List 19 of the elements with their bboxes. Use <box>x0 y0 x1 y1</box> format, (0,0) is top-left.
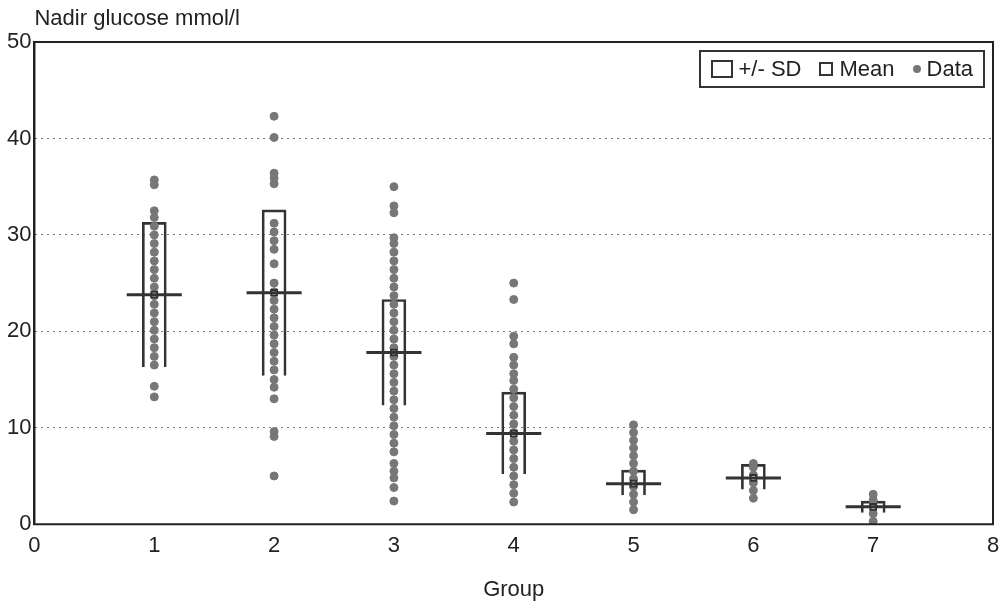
y-tick-label: 50 <box>6 28 32 54</box>
x-tick-label: 4 <box>507 532 520 558</box>
legend-label: Mean <box>839 56 895 82</box>
y-tick-label: 10 <box>6 413 32 439</box>
y-tick-label: 40 <box>6 124 32 150</box>
x-tick-label: 8 <box>986 532 1000 558</box>
x-tick-label: 2 <box>267 532 281 558</box>
y-axis-title: Nadir glucose mmol/l <box>34 5 240 31</box>
x-tick-label: 3 <box>387 532 401 558</box>
y-tick-label: 0 <box>19 510 32 536</box>
x-axis-title: Group <box>483 575 545 601</box>
x-tick-label: 5 <box>627 532 640 558</box>
legend-label: +/- SD <box>738 56 802 82</box>
y-tick-label: 20 <box>6 317 32 343</box>
y-tick-label: 30 <box>6 220 32 246</box>
x-tick-label: 7 <box>867 532 880 558</box>
x-tick-label: 6 <box>747 532 760 558</box>
legend-label: Data <box>926 56 973 82</box>
x-tick-label: 1 <box>148 532 161 558</box>
